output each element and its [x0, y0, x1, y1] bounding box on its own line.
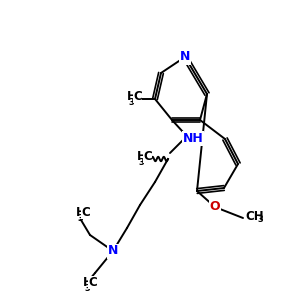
Text: CH: CH	[245, 209, 264, 223]
Text: H: H	[76, 206, 86, 218]
Text: N: N	[180, 50, 190, 64]
Text: C: C	[133, 89, 142, 103]
Text: 3: 3	[84, 284, 90, 293]
Text: 3: 3	[138, 158, 144, 167]
Text: H: H	[83, 275, 93, 289]
Text: NH: NH	[183, 131, 203, 145]
Text: 3: 3	[128, 98, 134, 107]
Text: H: H	[137, 149, 147, 163]
Text: 3: 3	[77, 214, 83, 223]
Text: C: C	[143, 149, 152, 163]
Text: C: C	[88, 275, 97, 289]
Text: 3: 3	[257, 214, 263, 224]
Text: N: N	[108, 244, 118, 257]
Text: O: O	[210, 200, 220, 214]
Text: C: C	[81, 206, 90, 218]
Text: H: H	[127, 89, 137, 103]
